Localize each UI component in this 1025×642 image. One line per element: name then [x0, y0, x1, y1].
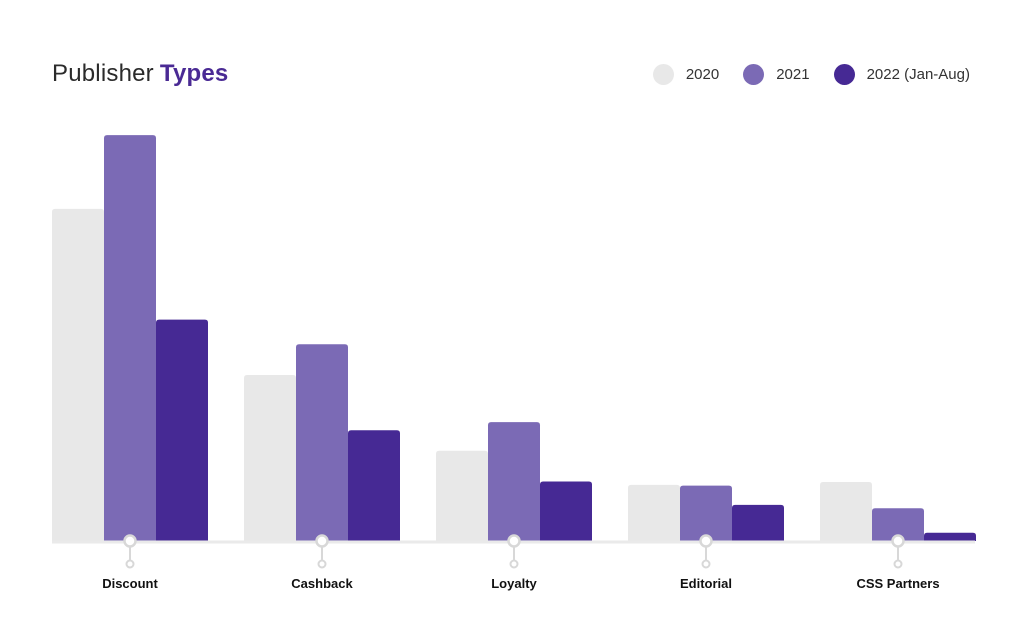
x-tick-label-editorial: Editorial	[680, 576, 732, 591]
x-tick-label-discount: Discount	[102, 576, 158, 591]
x-tick-label-loyalty: Loyalty	[491, 576, 537, 591]
bar-css-partners-2020	[820, 481, 872, 541]
chart-legend: 2020 2021 2022 (Jan-Aug)	[652, 64, 970, 85]
x-tick-label-css-partners: CSS Partners	[856, 576, 939, 591]
bar-editorial-2022	[732, 504, 784, 541]
bar-editorial-2021	[680, 485, 732, 541]
chart-title-accent: Types	[159, 60, 229, 87]
legend-label-2020: 2020	[685, 66, 720, 83]
tick-marker-bottom-loyalty	[509, 559, 519, 569]
legend-swatch-2020	[652, 64, 674, 85]
bar-discount-2022	[156, 319, 208, 541]
bar-loyalty-2022	[540, 481, 592, 541]
bar-cashback-2021	[296, 344, 348, 541]
legend-label-2021: 2021	[776, 66, 810, 83]
bar-cashback-2020	[244, 374, 296, 541]
legend-swatch-2022	[833, 64, 855, 85]
tick-marker-top-css-partners	[891, 534, 905, 548]
tick-marker-top-discount	[123, 534, 137, 548]
chart-title-plain: Publisher	[52, 60, 154, 87]
legend-swatch-2021	[743, 64, 765, 85]
legend-item-2022: 2022 (Jan-Aug)	[833, 64, 970, 85]
legend-label-2022: 2022 (Jan-Aug)	[866, 66, 970, 83]
bar-css-partners-2022	[924, 532, 976, 541]
tick-marker-bottom-cashback	[317, 559, 327, 569]
legend-item-2021: 2021	[743, 64, 810, 85]
tick-marker-bottom-editorial	[701, 559, 711, 569]
bar-discount-2021	[104, 135, 156, 541]
bar-editorial-2020	[628, 484, 680, 541]
tick-marker-bottom-css-partners	[893, 559, 903, 569]
bar-loyalty-2021	[488, 422, 540, 541]
bar-discount-2020	[52, 208, 104, 541]
tick-marker-bottom-discount	[125, 559, 135, 569]
tick-marker-top-cashback	[315, 534, 329, 548]
legend-item-2020: 2020	[652, 64, 720, 85]
bar-css-partners-2021	[872, 508, 924, 541]
tick-marker-top-editorial	[699, 534, 713, 548]
bar-loyalty-2020	[436, 450, 488, 541]
chart-title: Publisher Types	[52, 60, 228, 88]
x-tick-label-cashback: Cashback	[291, 576, 353, 591]
tick-marker-top-loyalty	[507, 534, 521, 548]
bar-cashback-2022	[348, 430, 400, 541]
